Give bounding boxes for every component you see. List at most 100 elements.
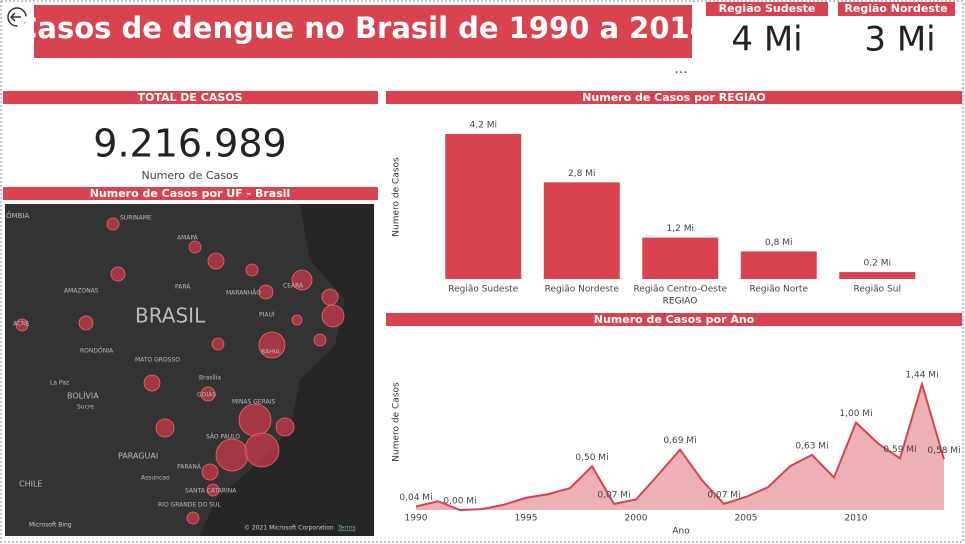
bar-value-label: 2,8 Mi xyxy=(568,169,595,179)
map-label: ACRE xyxy=(13,321,29,328)
map-label: SANTA CATARINA xyxy=(185,488,237,495)
map-label: RIO GRANDE DO SUL xyxy=(158,502,222,509)
map-bubble xyxy=(78,315,94,331)
map-bubble xyxy=(291,314,303,326)
map-label: AMAZONAS xyxy=(64,288,99,295)
bar-value-label: 0,2 Mi xyxy=(864,259,891,269)
map-label: CEARÁ xyxy=(283,283,304,290)
panel-header xyxy=(3,187,378,200)
map-bubble xyxy=(106,217,120,231)
title-box xyxy=(34,5,692,58)
point-label: 1,44 Mi xyxy=(905,371,938,381)
map-label: BAHIA xyxy=(261,349,281,356)
map-bubble xyxy=(245,263,259,277)
map[interactable]: ÔMBIA SURINAME AMAPÁ AMAZONAS PARÁ MARANHÃO CE… xyxy=(5,204,374,536)
map-label: Brasília xyxy=(199,375,221,382)
map-bubble xyxy=(258,284,274,300)
map-bubble xyxy=(207,252,225,270)
bar xyxy=(445,134,522,279)
more-options[interactable]: ... xyxy=(674,61,687,77)
panel-title: Numero de Casos por UF - Brasil xyxy=(90,187,291,200)
y-axis-title: Numero de Casos xyxy=(392,382,402,462)
map-bubble xyxy=(238,403,272,437)
map-bubble xyxy=(200,386,216,402)
panel-header xyxy=(386,91,962,104)
map-label: PIAUÍ xyxy=(259,312,275,319)
x-tick-label: Região Centro-Oeste xyxy=(633,285,727,295)
point-label: 0,63 Mi xyxy=(795,441,828,451)
x-tick-label: Região Norte xyxy=(750,285,809,295)
map-bubble xyxy=(201,463,219,481)
map-credit: Microsoft Bing xyxy=(29,522,72,529)
map-label: MARANHÃO xyxy=(226,290,261,297)
map-label: PARAGUAI xyxy=(118,452,158,461)
map-label: MINAS GERAIS xyxy=(232,399,275,406)
title: Casos de dengue no Brasil de 1990 a 2014 xyxy=(16,11,710,45)
map-label: ÔMBIA xyxy=(6,211,29,220)
map-copyright: © 2021 Microsoft Corporation xyxy=(244,525,334,532)
map-bubble xyxy=(275,417,295,437)
card-header xyxy=(838,2,955,16)
card-value: 3 Mi xyxy=(864,20,935,60)
point-label: 0,07 Mi xyxy=(707,490,740,500)
bar xyxy=(740,251,817,279)
map-label: CHILE xyxy=(19,480,42,489)
map-bubble xyxy=(155,418,175,438)
map-bubble xyxy=(258,331,286,359)
map-bubble xyxy=(110,266,126,282)
panel-title: TOTAL DE CASOS xyxy=(137,91,242,104)
map-bubble xyxy=(215,438,249,472)
point-label: 0,04 Mi xyxy=(399,493,432,503)
panel-title: Numero de Casos por Ano xyxy=(594,313,755,326)
panel-header xyxy=(3,91,378,104)
y-axis-title: Numero de Casos xyxy=(392,157,402,237)
map-label: BRASIL xyxy=(135,304,206,328)
x-tick-label: 2010 xyxy=(845,514,868,524)
map-label: AMAPÁ xyxy=(177,235,199,242)
map-label: SÃO PAULO xyxy=(206,434,240,441)
area xyxy=(416,384,944,510)
point-label: 0,58 Mi xyxy=(927,446,960,456)
map-bubble xyxy=(211,337,225,351)
map-label: BOLÍVIA xyxy=(67,390,99,401)
point-label: 0,69 Mi xyxy=(663,436,696,446)
back-button[interactable] xyxy=(7,7,27,27)
map-label: Assuncao xyxy=(141,475,170,482)
point-label: 1,00 Mi xyxy=(839,409,872,419)
x-tick-label: 2005 xyxy=(735,514,758,524)
x-tick-label: 1995 xyxy=(515,514,538,524)
map-terms[interactable]: Terms xyxy=(337,525,356,532)
bar xyxy=(839,272,916,279)
map-label: RONDÔNIA xyxy=(80,348,114,355)
bar-value-label: 1,2 Mi xyxy=(667,224,694,234)
panel-title: Numero de Casos por REGIAO xyxy=(582,91,766,104)
map-bubble xyxy=(206,483,220,497)
map-label: GOIÁS xyxy=(197,392,216,399)
map-bubble xyxy=(15,318,29,332)
map-label: La Paz xyxy=(50,380,69,387)
panel-header xyxy=(386,313,962,326)
x-axis-title: Ano xyxy=(672,527,690,537)
total-value: 9.216.989 xyxy=(93,122,286,166)
x-tick-label: Região Sudeste xyxy=(448,285,518,295)
map-bubble xyxy=(143,374,161,392)
card-label: Região Sudeste xyxy=(719,2,816,15)
map-label: PARANÁ xyxy=(177,464,202,471)
back-arrow xyxy=(9,12,21,22)
map-label: PARÁ xyxy=(175,284,191,291)
back-icon[interactable] xyxy=(7,7,27,27)
total-caption: Numero de Casos xyxy=(141,169,238,182)
card-value: 4 Mi xyxy=(731,20,802,60)
map-bubble xyxy=(313,333,327,347)
card-label: Região Nordeste xyxy=(844,2,947,15)
x-tick-label: Região Sul xyxy=(854,285,901,295)
x-tick-label: Região Nordeste xyxy=(545,285,620,295)
x-axis-title: REGIAO xyxy=(663,297,698,307)
bar xyxy=(543,182,620,279)
bar-value-label: 0,8 Mi xyxy=(765,238,792,248)
point-label: 0,00 Mi xyxy=(443,497,476,507)
map-bubble xyxy=(321,288,339,306)
